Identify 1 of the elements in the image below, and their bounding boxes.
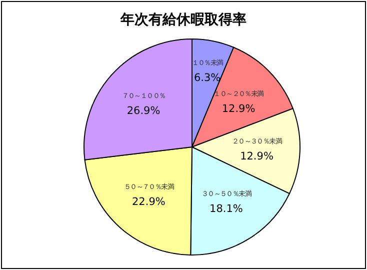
- title: 年次有給休暇取得率: [120, 12, 246, 28]
